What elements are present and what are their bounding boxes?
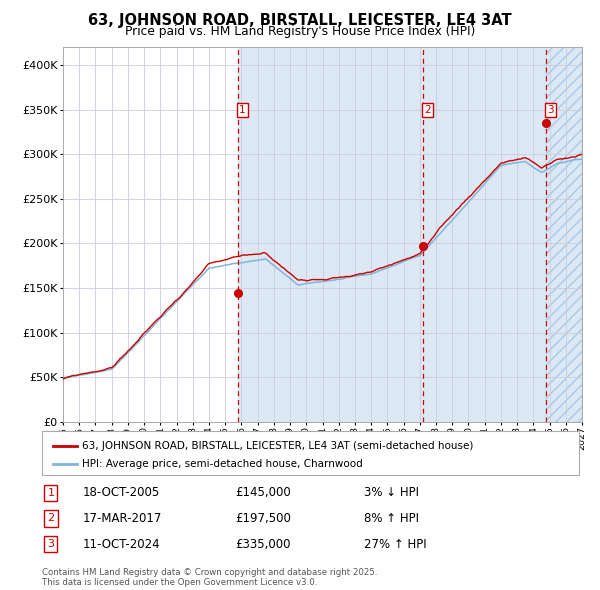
Text: 18-OCT-2005: 18-OCT-2005: [82, 486, 160, 499]
Text: 2: 2: [47, 513, 55, 523]
Polygon shape: [547, 47, 582, 422]
Text: HPI: Average price, semi-detached house, Charnwood: HPI: Average price, semi-detached house,…: [82, 459, 363, 469]
Text: 11-OCT-2024: 11-OCT-2024: [82, 537, 160, 551]
Text: 3: 3: [47, 539, 55, 549]
Bar: [238, 47, 547, 422]
Text: 63, JOHNSON ROAD, BIRSTALL, LEICESTER, LE4 3AT (semi-detached house): 63, JOHNSON ROAD, BIRSTALL, LEICESTER, L…: [82, 441, 473, 451]
Text: 3% ↓ HPI: 3% ↓ HPI: [364, 486, 419, 499]
Text: £197,500: £197,500: [235, 512, 291, 525]
FancyBboxPatch shape: [42, 431, 579, 475]
Text: 1: 1: [47, 488, 55, 497]
Text: 2: 2: [424, 105, 430, 115]
Text: Contains HM Land Registry data © Crown copyright and database right 2025.
This d: Contains HM Land Registry data © Crown c…: [42, 568, 377, 587]
Text: 3: 3: [547, 105, 554, 115]
Text: £335,000: £335,000: [235, 537, 291, 551]
Text: 63, JOHNSON ROAD, BIRSTALL, LEICESTER, LE4 3AT: 63, JOHNSON ROAD, BIRSTALL, LEICESTER, L…: [88, 13, 512, 28]
Text: 17-MAR-2017: 17-MAR-2017: [82, 512, 161, 525]
Text: £145,000: £145,000: [235, 486, 291, 499]
Text: 8% ↑ HPI: 8% ↑ HPI: [364, 512, 419, 525]
Text: Price paid vs. HM Land Registry's House Price Index (HPI): Price paid vs. HM Land Registry's House …: [125, 25, 475, 38]
Text: 27% ↑ HPI: 27% ↑ HPI: [364, 537, 427, 551]
Text: 1: 1: [239, 105, 245, 115]
